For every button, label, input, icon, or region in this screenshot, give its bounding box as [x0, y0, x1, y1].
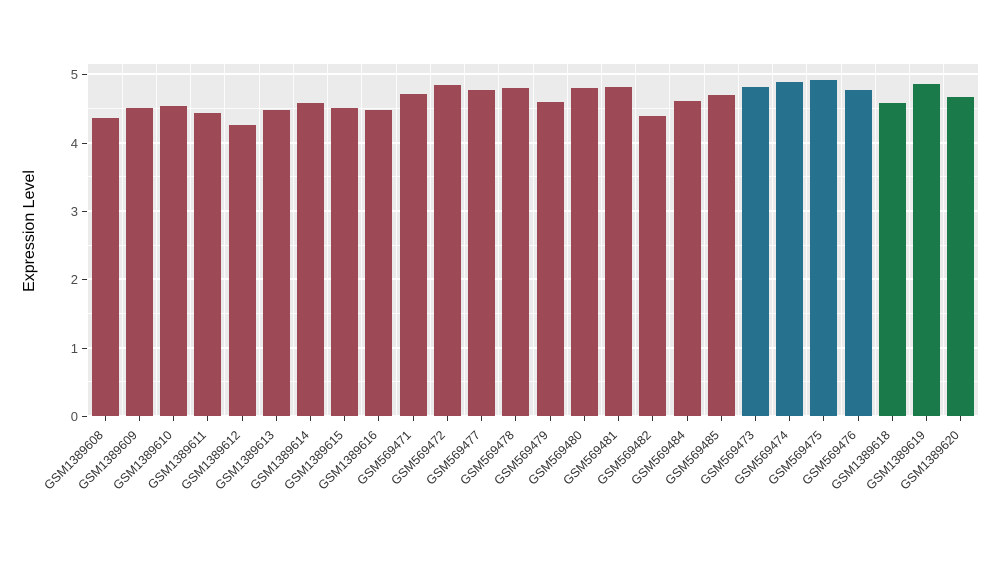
gridline-vertical: [635, 64, 637, 416]
bar-GSM1389614: [297, 103, 324, 416]
bar-GSM1389609: [126, 108, 153, 416]
bar-GSM1389618: [879, 103, 906, 416]
y-tick-label: 4: [70, 135, 78, 151]
bar-GSM1389615: [331, 108, 358, 416]
bar-GSM569484: [674, 101, 701, 416]
bar-GSM1389608: [92, 118, 119, 416]
gridline-vertical: [464, 64, 466, 416]
x-tick-mark: [823, 416, 825, 421]
gridline-vertical: [532, 64, 534, 416]
y-tick-label: 0: [70, 409, 78, 424]
x-tick-mark: [241, 416, 243, 421]
bar-GSM569476: [845, 90, 872, 416]
bar-GSM569478: [502, 88, 529, 416]
x-tick-mark: [960, 416, 962, 421]
x-tick-mark: [720, 416, 722, 421]
y-axis-title: Expression Level: [21, 170, 38, 292]
gridline-vertical: [737, 64, 739, 416]
plot-panel: [88, 64, 978, 417]
y-tick-label: 5: [70, 67, 78, 83]
x-tick-mark: [789, 416, 791, 421]
x-tick-mark: [344, 416, 346, 421]
gridline-vertical: [498, 64, 500, 416]
bar-GSM569479: [537, 102, 564, 416]
bar-GSM569477: [468, 90, 495, 416]
gridline-vertical: [361, 64, 363, 416]
x-tick-mark: [446, 416, 448, 421]
x-tick-mark: [138, 416, 140, 421]
bar-GSM569472: [434, 85, 461, 416]
gridline-vertical: [874, 64, 876, 416]
gridline-vertical: [395, 64, 397, 416]
x-tick-mark: [618, 416, 620, 421]
x-tick-mark: [755, 416, 756, 421]
y-tick-label: 2: [70, 272, 78, 288]
bar-GSM569482: [639, 116, 666, 416]
gridline-vertical: [840, 64, 842, 416]
x-tick-mark: [686, 416, 688, 421]
x-tick-mark: [481, 416, 483, 421]
gridline-vertical: [258, 64, 260, 416]
y-tick-mark: [82, 210, 87, 212]
bar-GSM1389613: [263, 110, 290, 416]
y-tick-label: 1: [70, 340, 78, 356]
gridline-vertical: [190, 64, 192, 416]
x-tick-mark: [207, 416, 209, 421]
y-tick-mark: [82, 416, 87, 417]
bar-GSM569475: [810, 80, 837, 416]
x-tick-mark: [891, 416, 893, 421]
gridline-vertical: [429, 64, 431, 416]
gridline-vertical: [155, 64, 157, 416]
gridline-vertical: [121, 64, 123, 416]
x-tick-mark: [275, 416, 277, 421]
y-tick-label: 3: [70, 203, 78, 219]
bar-GSM1389619: [913, 84, 940, 416]
bar-GSM569481: [605, 87, 632, 416]
x-tick-mark: [926, 416, 928, 421]
gridline-vertical: [327, 64, 329, 416]
gridline-vertical: [909, 64, 911, 416]
y-tick-mark: [82, 279, 87, 281]
bar-GSM569474: [776, 82, 803, 416]
bar-GSM569471: [400, 94, 427, 416]
bar-GSM1389612: [229, 125, 256, 416]
gridline-vertical: [566, 64, 568, 416]
gridline-vertical: [669, 64, 671, 416]
y-tick-mark: [82, 347, 87, 349]
bar-GSM569485: [708, 95, 735, 416]
x-tick-mark: [378, 416, 380, 421]
bar-GSM1389610: [160, 106, 187, 416]
y-tick-mark: [82, 142, 87, 144]
x-tick-mark: [310, 416, 311, 421]
x-tick-mark: [515, 416, 517, 421]
x-tick-mark: [583, 416, 585, 421]
gridline-vertical: [224, 64, 226, 416]
gridline-vertical: [772, 64, 774, 416]
gridline-vertical: [703, 64, 705, 416]
bar-GSM569480: [571, 88, 598, 416]
x-tick-mark: [104, 416, 106, 421]
gridline-major: [88, 415, 978, 417]
x-tick-mark: [412, 416, 414, 421]
gridline-vertical: [600, 64, 602, 416]
bar-GSM569473: [742, 87, 769, 416]
bar-GSM1389620: [947, 97, 974, 416]
x-tick-mark: [173, 416, 175, 421]
x-tick-mark: [652, 416, 654, 421]
y-tick-mark: [82, 74, 87, 76]
gridline-vertical: [806, 64, 808, 416]
bar-GSM1389616: [365, 110, 392, 416]
x-tick-mark: [857, 416, 859, 421]
x-tick-mark: [549, 416, 551, 421]
gridline-vertical: [943, 64, 945, 416]
bar-GSM1389611: [194, 113, 221, 416]
gridline-vertical: [292, 64, 294, 416]
